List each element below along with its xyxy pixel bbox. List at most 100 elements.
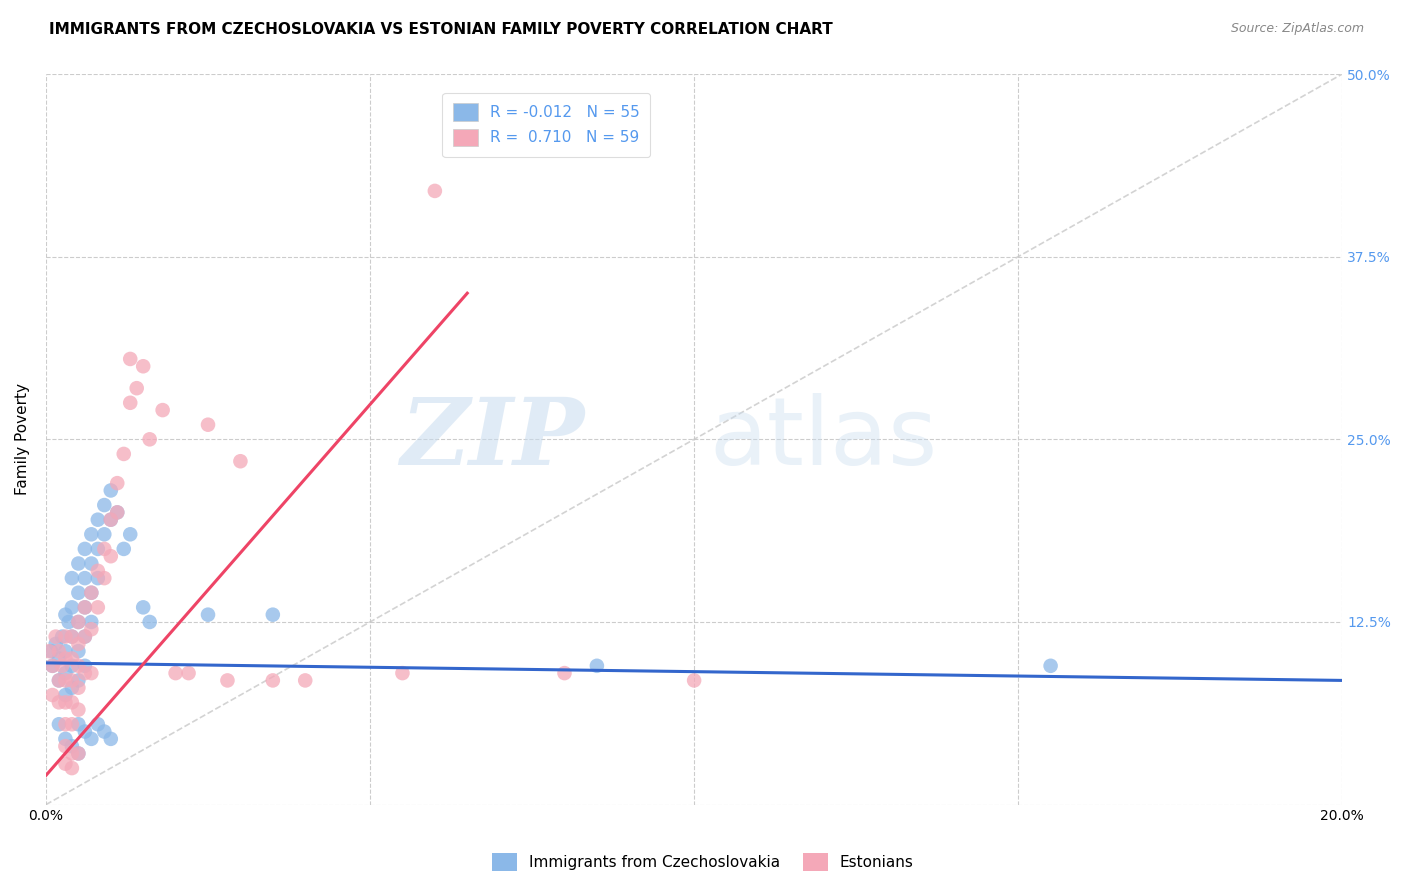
Point (87, 600, 110, 615)
Point (132, 359, 155, 374)
Point (48, 695, 70, 709)
Point (60, 571, 83, 585)
Text: ZIP: ZIP (399, 394, 583, 484)
Text: IMMIGRANTS FROM CZECHOSLOVAKIA VS ESTONIAN FAMILY POVERTY CORRELATION CHART: IMMIGRANTS FROM CZECHOSLOVAKIA VS ESTONI… (49, 22, 832, 37)
Point (55, 630, 77, 644)
Point (138, 615, 160, 629)
Point (553, 666, 575, 681)
Point (48, 717, 70, 731)
Point (67, 586, 90, 600)
Point (67, 615, 90, 629)
Point (60, 739, 83, 754)
Point (100, 549, 122, 564)
Point (80, 666, 103, 681)
Point (197, 607, 219, 622)
Point (55, 756, 77, 771)
Point (58, 615, 80, 629)
Point (391, 666, 413, 681)
Point (73, 630, 96, 644)
Point (73, 724, 96, 739)
Point (105, 476, 128, 491)
Point (132, 600, 155, 615)
Point (177, 666, 200, 681)
Point (48, 673, 70, 688)
Point (48, 644, 70, 658)
Point (80, 622, 103, 636)
Legend: R = -0.012   N = 55, R =  0.710   N = 59: R = -0.012 N = 55, R = 0.710 N = 59 (443, 93, 651, 157)
Point (45, 630, 67, 644)
Point (39, 644, 62, 658)
Point (80, 731, 103, 746)
Point (48, 673, 70, 688)
Point (51, 658, 73, 673)
Point (197, 417, 219, 432)
Point (217, 673, 239, 688)
Point (67, 673, 90, 688)
Point (112, 541, 135, 556)
Point (67, 557, 90, 571)
Point (73, 600, 96, 615)
Point (100, 731, 122, 746)
Point (80, 527, 103, 541)
Point (138, 433, 160, 447)
Point (41, 658, 63, 673)
Point (73, 666, 96, 681)
Y-axis label: Family Poverty: Family Poverty (15, 384, 30, 495)
Point (38, 644, 60, 658)
Point (60, 717, 83, 731)
Point (87, 541, 110, 556)
Point (60, 673, 83, 688)
Point (262, 673, 284, 688)
Point (73, 658, 96, 673)
Point (105, 505, 128, 519)
Point (80, 586, 103, 600)
Point (87, 513, 110, 527)
Point (60, 630, 83, 644)
Point (93, 498, 115, 512)
Point (55, 651, 77, 665)
Point (41, 688, 63, 702)
Point (93, 571, 115, 585)
Point (60, 761, 83, 775)
Point (67, 717, 90, 731)
Point (60, 658, 83, 673)
Point (93, 527, 115, 541)
Point (55, 739, 77, 754)
Point (294, 673, 316, 688)
Point (73, 630, 96, 644)
Point (55, 731, 77, 746)
Point (87, 564, 110, 578)
Point (73, 571, 96, 585)
Point (67, 615, 90, 629)
Point (55, 717, 77, 731)
Point (93, 541, 115, 556)
Point (73, 541, 96, 556)
Point (586, 658, 609, 673)
Point (67, 681, 90, 695)
Point (73, 600, 96, 615)
Point (55, 666, 77, 681)
Point (87, 717, 110, 731)
Point (125, 381, 148, 395)
Point (55, 688, 77, 702)
Point (48, 651, 70, 665)
Point (60, 600, 83, 615)
Point (120, 351, 142, 366)
Point (45, 637, 67, 651)
Point (67, 703, 90, 717)
Point (165, 666, 187, 681)
Point (100, 513, 122, 527)
Point (67, 637, 90, 651)
Point (87, 571, 110, 585)
Point (80, 586, 103, 600)
Point (60, 747, 83, 761)
Point (67, 747, 90, 761)
Point (93, 724, 115, 739)
Point (112, 447, 135, 461)
Point (60, 630, 83, 644)
Point (1039, 658, 1062, 673)
Point (152, 403, 174, 417)
Point (100, 483, 122, 498)
Point (60, 681, 83, 695)
Point (100, 513, 122, 527)
